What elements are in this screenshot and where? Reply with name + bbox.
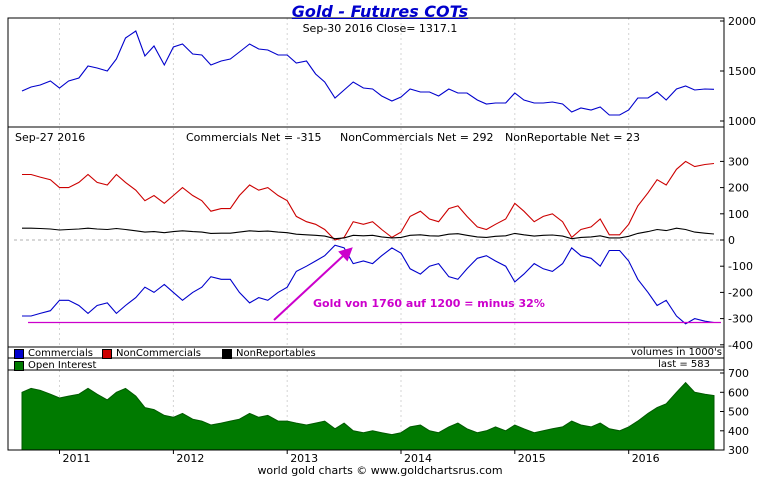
x-tick-label: 2016 <box>632 452 660 465</box>
y-tick-label: 700 <box>728 367 749 380</box>
y-tick-label: 300 <box>728 444 749 457</box>
legend-open-interest-label: Open Interest <box>28 360 97 371</box>
open-interest-area <box>21 381 715 451</box>
nonreportables-line <box>22 227 715 240</box>
legend-commercials-label: Commercials <box>28 348 94 359</box>
y-tick-label: 1500 <box>728 65 756 78</box>
y-tick-label: 2000 <box>728 15 756 28</box>
y-tick-label: -200 <box>728 286 753 299</box>
y-tick-label: 100 <box>728 208 749 221</box>
cot-date: Sep-27 2016 <box>15 131 86 144</box>
y-tick-label: -300 <box>728 313 753 326</box>
y-tick-label: 1000 <box>728 115 756 128</box>
legend-noncommercials: NonCommercials <box>102 348 201 359</box>
open-interest-last-note: last = 583 <box>658 359 710 370</box>
legend-nonreportables: NonReportables <box>222 348 316 359</box>
annotation-arrow-head-icon <box>338 247 353 262</box>
y-tick-label: -400 <box>728 339 753 352</box>
y-tick-label: 200 <box>728 182 749 195</box>
y-tick-label: 0 <box>728 234 735 247</box>
x-tick-label: 2011 <box>63 452 91 465</box>
nonreportables-swatch-icon <box>222 348 232 359</box>
footer-credit: world gold charts © www.goldchartsrus.co… <box>257 464 503 477</box>
cot-commercials-net: Commercials Net = -315 <box>186 131 322 144</box>
noncommercials-line <box>22 160 715 241</box>
volumes-note: volumes in 1000's <box>630 347 722 358</box>
y-tick-label: -100 <box>728 260 753 273</box>
legend-open-interest: Open Interest <box>14 360 96 371</box>
x-tick-label: 2014 <box>404 452 432 465</box>
annotation-text: Gold von 1760 auf 1200 = minus 32% <box>313 297 545 310</box>
cot-noncommercials-net: NonCommercials Net = 292 <box>340 131 494 144</box>
y-tick-label: 600 <box>728 386 749 399</box>
cot-nonreportables-net: NonReportable Net = 23 <box>505 131 640 144</box>
annotation-arrow-shaft <box>273 255 344 321</box>
price-close-note: Sep-30 2016 Close= 1317.1 <box>302 22 458 35</box>
x-tick-label: 2015 <box>518 452 546 465</box>
chart-border <box>7 17 725 451</box>
legend-commercials: Commercials <box>14 348 93 359</box>
x-tick-label: 2013 <box>290 452 318 465</box>
x-tick-label: 2012 <box>176 452 204 465</box>
noncommercials-swatch-icon <box>102 348 112 359</box>
y-tick-label: 400 <box>728 425 749 438</box>
gold-close-line <box>21 30 715 116</box>
open-interest-swatch-icon <box>14 360 24 371</box>
y-tick-label: 300 <box>728 155 749 168</box>
legend-nonreportables-label: NonReportables <box>236 348 316 359</box>
legend-noncommercials-label: NonCommercials <box>116 348 201 359</box>
commercials-line <box>22 244 715 325</box>
commercials-swatch-icon <box>14 348 24 359</box>
page-title: Gold - Futures COTs <box>291 2 469 21</box>
y-tick-label: 500 <box>728 406 749 419</box>
